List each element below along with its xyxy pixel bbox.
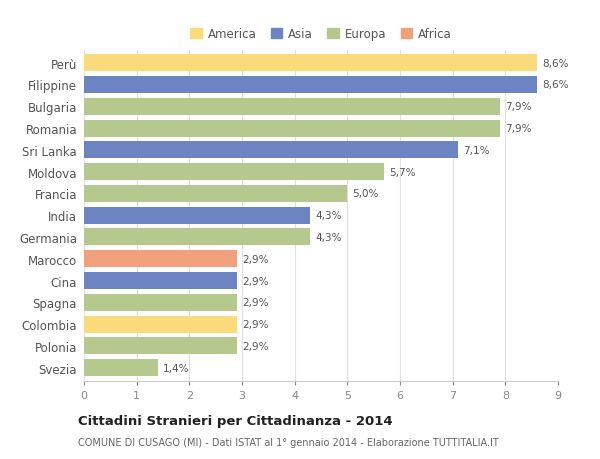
Bar: [84, 273, 237, 290]
Text: 8,6%: 8,6%: [542, 80, 569, 90]
Text: 2,9%: 2,9%: [242, 341, 269, 351]
Bar: [84, 55, 537, 72]
Text: 2,9%: 2,9%: [242, 254, 269, 264]
Bar: [84, 207, 310, 224]
Bar: [84, 164, 384, 181]
Bar: [84, 229, 310, 246]
Text: 2,9%: 2,9%: [242, 298, 269, 308]
Text: 1,4%: 1,4%: [163, 363, 190, 373]
Text: 5,0%: 5,0%: [353, 189, 379, 199]
Text: 8,6%: 8,6%: [542, 59, 569, 68]
Text: 7,1%: 7,1%: [463, 146, 490, 156]
Bar: [84, 316, 237, 333]
Bar: [84, 99, 500, 116]
Bar: [84, 77, 537, 94]
Text: 7,9%: 7,9%: [505, 102, 532, 112]
Bar: [84, 185, 347, 202]
Text: COMUNE DI CUSAGO (MI) - Dati ISTAT al 1° gennaio 2014 - Elaborazione TUTTITALIA.: COMUNE DI CUSAGO (MI) - Dati ISTAT al 1°…: [78, 437, 499, 447]
Text: 7,9%: 7,9%: [505, 124, 532, 134]
Text: 2,9%: 2,9%: [242, 276, 269, 286]
Text: Cittadini Stranieri per Cittadinanza - 2014: Cittadini Stranieri per Cittadinanza - 2…: [78, 414, 392, 428]
Bar: [84, 294, 237, 311]
Bar: [84, 338, 237, 355]
Text: 4,3%: 4,3%: [316, 232, 342, 242]
Legend: America, Asia, Europa, Africa: America, Asia, Europa, Africa: [185, 23, 457, 46]
Bar: [84, 120, 500, 137]
Text: 5,7%: 5,7%: [389, 167, 416, 177]
Bar: [84, 251, 237, 268]
Text: 2,9%: 2,9%: [242, 319, 269, 330]
Text: 4,3%: 4,3%: [316, 211, 342, 221]
Bar: [84, 142, 458, 159]
Bar: [84, 359, 158, 376]
